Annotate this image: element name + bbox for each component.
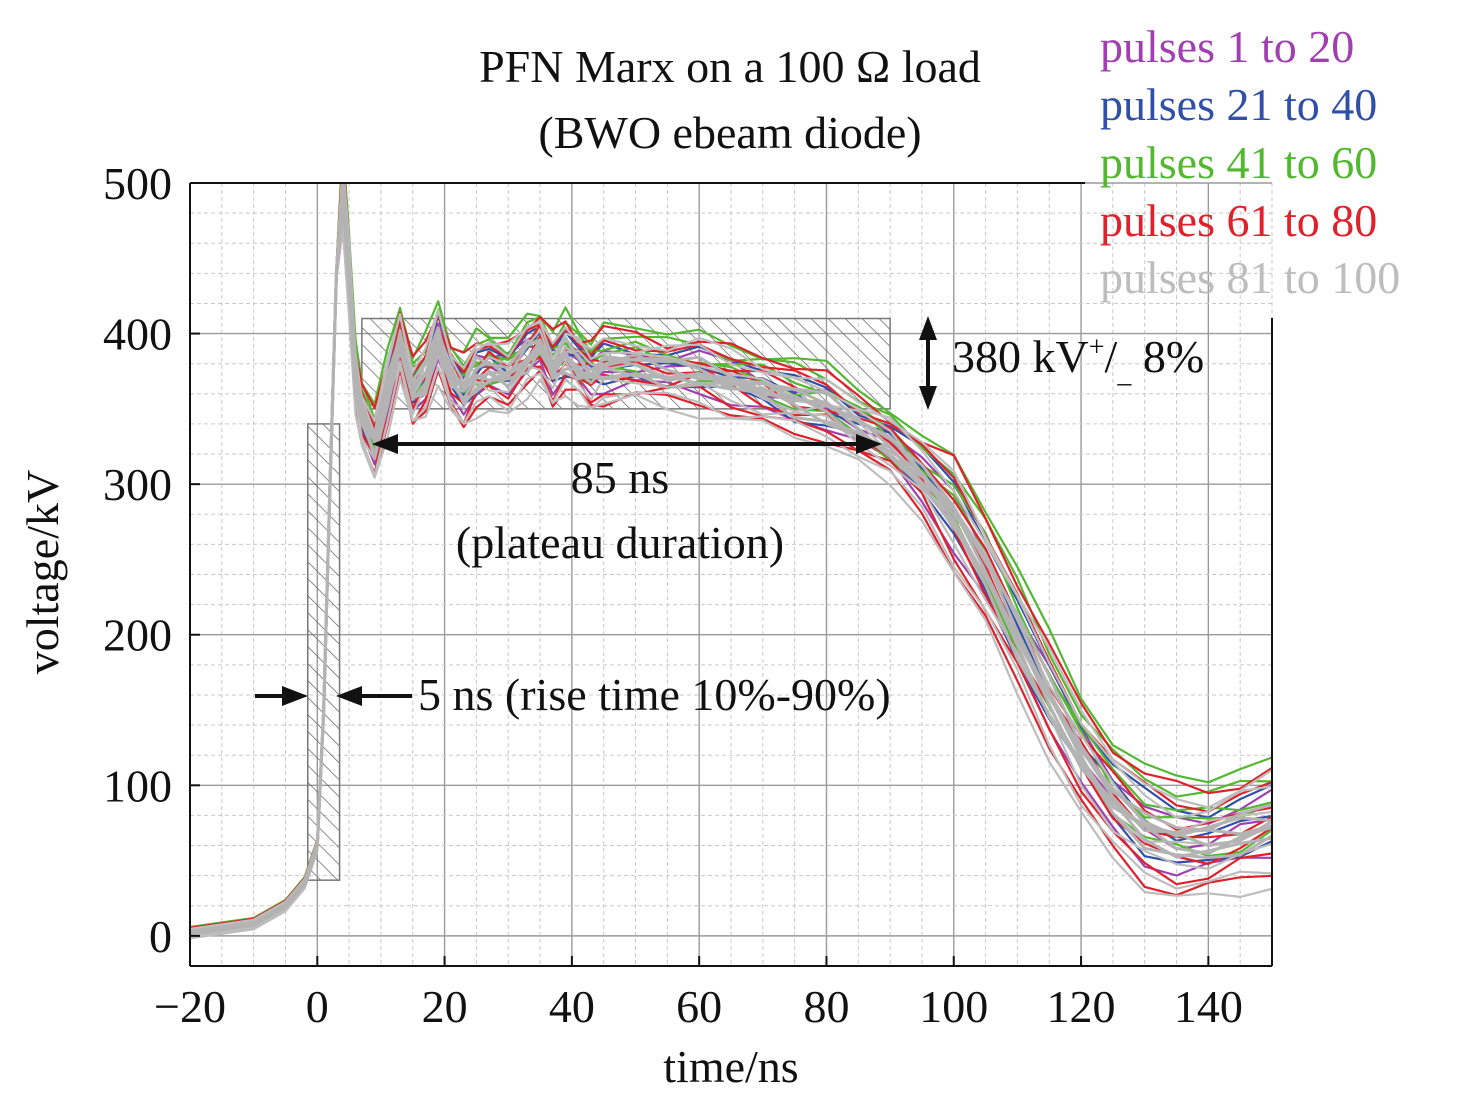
plateau-level-label: 380 kV+/_ 8%	[952, 331, 1204, 389]
y-tick-label: 0	[149, 911, 172, 962]
axes	[189, 182, 1273, 967]
legend-entry: pulses 21 to 40	[1100, 79, 1377, 130]
chart-title-line1: PFN Marx on a 100 Ω load	[479, 41, 981, 92]
x-tick-label: 140	[1174, 981, 1243, 1032]
rise-time-label: 5 ns (rise time 10%-90%)	[418, 669, 891, 720]
y-tick-label: 100	[103, 760, 172, 811]
plateau-duration-label: 85 ns	[571, 452, 669, 503]
arrow-head	[282, 686, 308, 706]
x-tick-label: 100	[919, 981, 988, 1032]
chart-title-line2: (BWO ebeam diode)	[538, 107, 921, 158]
x-tick-label: −20	[154, 981, 226, 1032]
arrow-head	[919, 386, 937, 410]
grid	[189, 182, 1273, 967]
legend-entry: pulses 61 to 80	[1100, 195, 1377, 246]
y-axis-title: voltage/kV	[17, 470, 68, 674]
legend-entry: pulses 41 to 60	[1100, 137, 1377, 188]
y-tick-label: 500	[103, 158, 172, 209]
pulse-waveforms	[190, 183, 1272, 940]
y-tick-label: 400	[103, 309, 172, 360]
legend-entry: pulses 1 to 20	[1100, 21, 1354, 72]
pulse-waveform	[190, 183, 1272, 933]
tick-labels: −20 0 20 40 60 80 100 120 140 0 100 200 300 400 500	[103, 158, 1243, 1032]
x-tick-label: 120	[1047, 981, 1116, 1032]
y-tick-label: 300	[103, 459, 172, 510]
x-tick-label: 0	[306, 981, 329, 1032]
x-tick-label: 20	[422, 981, 468, 1032]
x-tick-label: 60	[676, 981, 722, 1032]
x-axis-title: time/ns	[663, 1041, 798, 1092]
plateau-duration-note: (plateau duration)	[456, 517, 784, 568]
pulse-waveform	[190, 183, 1272, 929]
arrow-head	[919, 316, 937, 340]
x-tick-label: 40	[549, 981, 595, 1032]
rise-time-band	[306, 423, 341, 881]
arrow-head	[336, 686, 362, 706]
y-tick-label: 200	[103, 610, 172, 661]
pulse-waveform	[190, 183, 1272, 929]
arrow-head	[856, 434, 882, 454]
legend-entry: pulses 81 to 100	[1100, 252, 1400, 303]
arrow-head	[372, 434, 398, 454]
annotations: 380 kV+/_ 8% 85 ns (plateau duration) 5 …	[255, 316, 1204, 720]
legend: pulses 1 to 20 pulses 21 to 40 pulses 41 t…	[1100, 21, 1400, 303]
x-tick-label: 80	[803, 981, 849, 1032]
